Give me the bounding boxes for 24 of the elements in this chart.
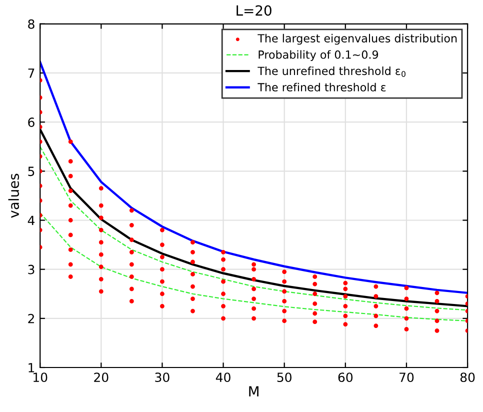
legend-label: The unrefined threshold ε$_{0}$ — [258, 66, 406, 77]
x-tick-label: 60 — [338, 372, 353, 382]
y-tick-label: 5 — [28, 166, 34, 176]
y-tick-label: 4 — [28, 216, 35, 225]
y-axis-title: values — [8, 174, 20, 218]
y-tick-label: 2 — [28, 314, 34, 324]
y-tick-label: 3 — [28, 264, 34, 274]
y-tick-label: 7 — [28, 68, 34, 78]
line-series — [40, 61, 468, 294]
x-tick-label: 10 — [34, 372, 48, 382]
legend-label: The refined threshold ε — [258, 82, 386, 92]
x-axis-title: M — [249, 386, 258, 396]
x-tick-label: 40 — [216, 372, 230, 382]
x-tick-label: 50 — [277, 372, 292, 382]
y-tick-label: 1 — [28, 363, 34, 372]
y-tick-label: 8 — [28, 19, 34, 29]
x-tick-label: 20 — [94, 372, 108, 382]
legend-label: Probability of 0.1~0.9 — [258, 50, 378, 61]
y-tick-label: 6 — [28, 118, 34, 127]
legend-label: The largest eigenvalues distribution — [258, 34, 457, 45]
x-tick-label: 70 — [400, 372, 414, 382]
x-tick-label: 80 — [460, 372, 475, 382]
chart-title: L=20 — [236, 5, 272, 16]
x-tick-label: 30 — [155, 372, 170, 382]
